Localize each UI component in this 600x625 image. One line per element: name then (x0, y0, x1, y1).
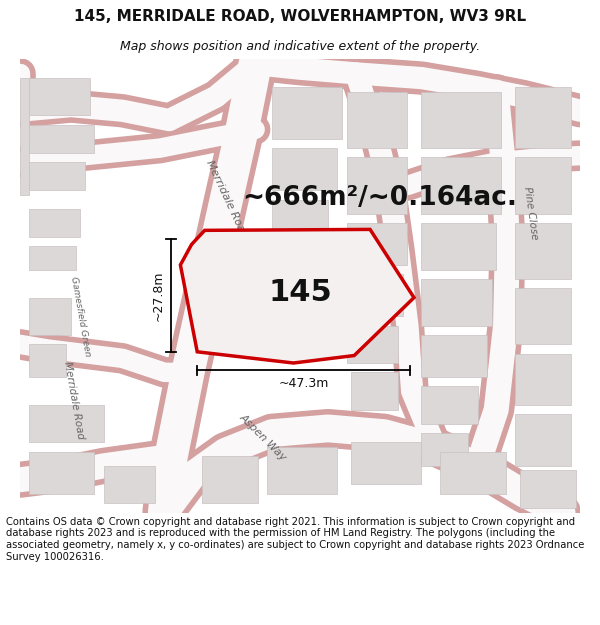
Polygon shape (421, 386, 478, 424)
Polygon shape (347, 326, 398, 363)
Polygon shape (29, 405, 104, 442)
Polygon shape (347, 92, 407, 148)
Polygon shape (272, 88, 342, 139)
Polygon shape (272, 148, 337, 190)
Polygon shape (29, 344, 67, 377)
Polygon shape (29, 298, 71, 335)
Polygon shape (520, 471, 575, 508)
Text: 145: 145 (268, 279, 332, 308)
Text: ~27.8m: ~27.8m (151, 270, 164, 321)
Polygon shape (421, 92, 501, 148)
Polygon shape (515, 288, 571, 344)
Polygon shape (29, 125, 94, 152)
Polygon shape (272, 199, 328, 237)
Text: 145, MERRIDALE ROAD, WOLVERHAMPTON, WV3 9RL: 145, MERRIDALE ROAD, WOLVERHAMPTON, WV3 … (74, 9, 526, 24)
Polygon shape (29, 78, 90, 116)
Polygon shape (440, 452, 506, 494)
Text: ~666m²/~0.164ac.: ~666m²/~0.164ac. (242, 184, 517, 211)
Polygon shape (181, 229, 414, 363)
Polygon shape (202, 456, 258, 503)
Text: Aspen Way: Aspen Way (237, 412, 288, 463)
Polygon shape (347, 274, 403, 316)
Polygon shape (421, 158, 501, 214)
Polygon shape (421, 433, 468, 466)
Polygon shape (104, 466, 155, 503)
Polygon shape (29, 246, 76, 269)
Text: Gamesfield Green: Gamesfield Green (69, 276, 92, 357)
Polygon shape (515, 414, 571, 466)
Polygon shape (347, 223, 407, 265)
Text: Merridale Road: Merridale Road (62, 361, 86, 440)
Polygon shape (421, 335, 487, 377)
Polygon shape (515, 354, 571, 405)
Polygon shape (352, 442, 421, 484)
Polygon shape (29, 209, 80, 237)
Polygon shape (352, 372, 398, 410)
Polygon shape (421, 223, 496, 269)
Text: Map shows position and indicative extent of the property.: Map shows position and indicative extent… (120, 40, 480, 52)
Polygon shape (347, 158, 407, 214)
Polygon shape (268, 447, 337, 494)
Text: Pine Close: Pine Close (522, 186, 539, 241)
Text: ~47.3m: ~47.3m (278, 377, 329, 390)
Polygon shape (421, 279, 491, 326)
Text: Contains OS data © Crown copyright and database right 2021. This information is : Contains OS data © Crown copyright and d… (6, 517, 584, 561)
Polygon shape (29, 452, 94, 494)
Polygon shape (29, 162, 85, 190)
Polygon shape (515, 223, 571, 279)
Polygon shape (515, 158, 571, 214)
Polygon shape (515, 88, 571, 148)
Text: Merridale Road: Merridale Road (205, 159, 250, 240)
Polygon shape (20, 78, 29, 195)
